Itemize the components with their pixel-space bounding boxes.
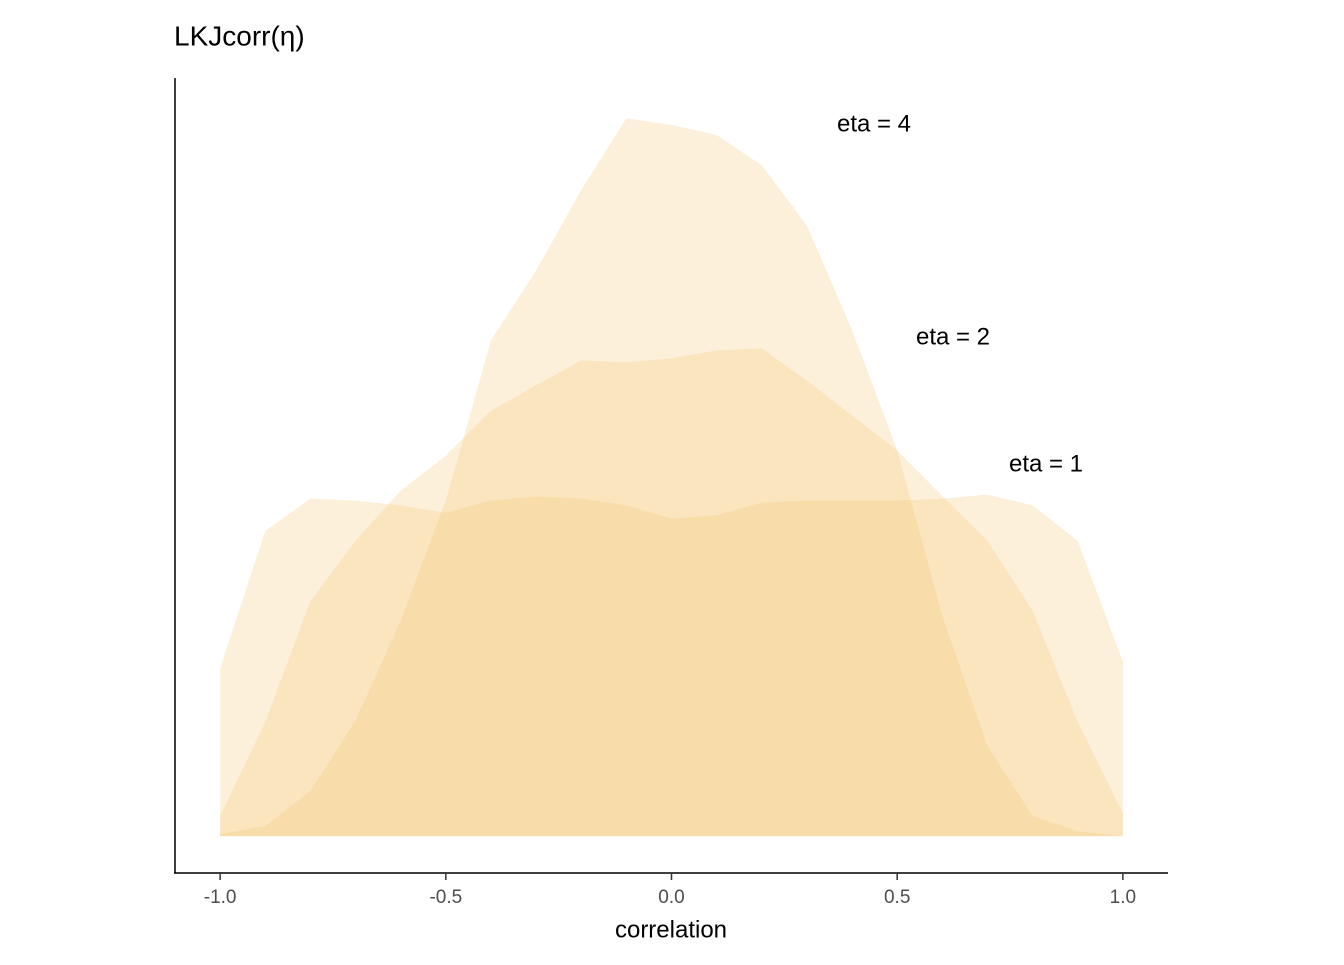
x-tick-label: 0.0	[658, 887, 684, 908]
series-label: eta = 2	[916, 323, 990, 350]
chart-title: LKJcorr(η)	[174, 20, 305, 51]
density-area	[220, 494, 1123, 837]
series-label: eta = 1	[1009, 450, 1083, 477]
density-area	[220, 348, 1123, 837]
x-tick-label: 0.5	[884, 887, 910, 908]
series-label: eta = 4	[837, 110, 911, 137]
x-tick-label: 1.0	[1110, 887, 1136, 908]
x-tick-label: -1.0	[204, 887, 237, 908]
density-area	[220, 118, 1123, 837]
x-tick-label: -0.5	[429, 887, 462, 908]
x-axis-label: correlation	[615, 916, 727, 943]
